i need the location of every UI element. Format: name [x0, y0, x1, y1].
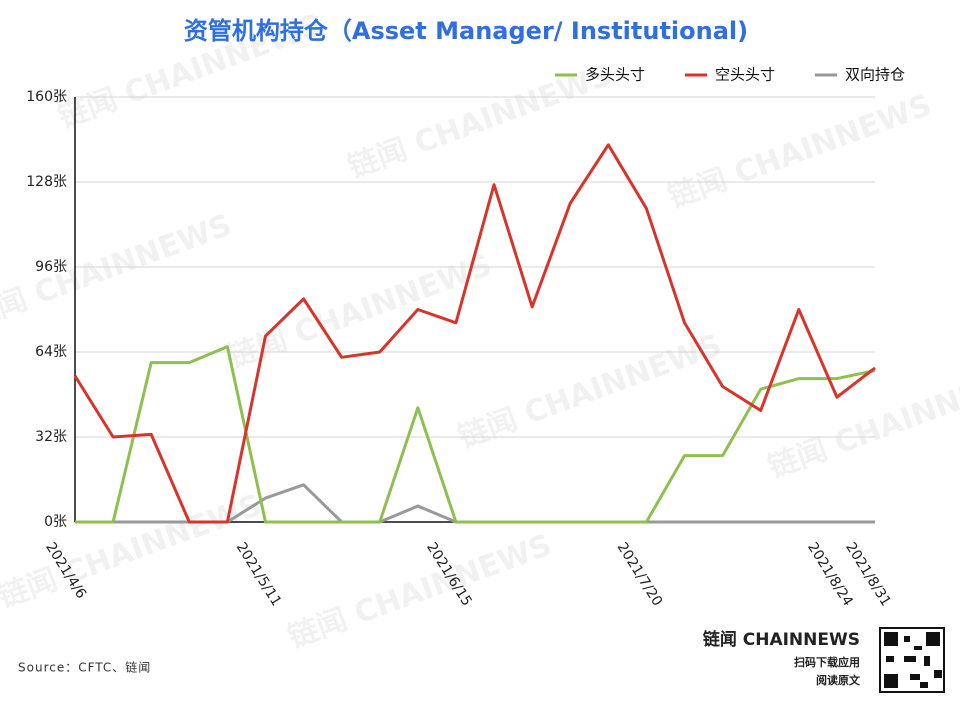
watermark: 链闻 CHAINNEWS [0, 488, 266, 616]
cta: 阅读原文 [816, 673, 861, 687]
y-tick-label: 96张 [35, 259, 67, 275]
watermark: 链闻 CHAINNEWS [284, 528, 557, 656]
x-tick-label: 2021/7/20 [614, 540, 666, 609]
legend-label: 双向持仓 [845, 66, 905, 84]
watermark: 链闻 CHAINNEWS [454, 328, 727, 456]
qr-code [879, 627, 945, 693]
line-series [75, 345, 876, 524]
source: Source：CFTC、链闻 [18, 660, 151, 675]
cta: 扫码下载应用 [794, 655, 860, 669]
watermark: 链闻 CHAINNEWS [344, 58, 617, 186]
legend-label: 多头头寸 [585, 66, 645, 84]
y-tick-label: 160张 [26, 89, 67, 105]
y-tick-label: 32张 [35, 429, 67, 445]
line-series [73, 143, 876, 524]
brand: 链闻 CHAINNEWS [703, 629, 860, 650]
y-tick-label: 0张 [44, 514, 67, 530]
watermark: 链闻 CHAINNEWS [664, 88, 937, 216]
x-tick-label: 2021/5/11 [233, 540, 285, 609]
chart-title: 资管机构持仓（Asset Manager/ Institutional) [184, 17, 748, 45]
y-tick-label: 64张 [35, 344, 67, 360]
legend-label: 空头头寸 [715, 66, 775, 84]
y-tick-label: 128张 [26, 174, 67, 190]
